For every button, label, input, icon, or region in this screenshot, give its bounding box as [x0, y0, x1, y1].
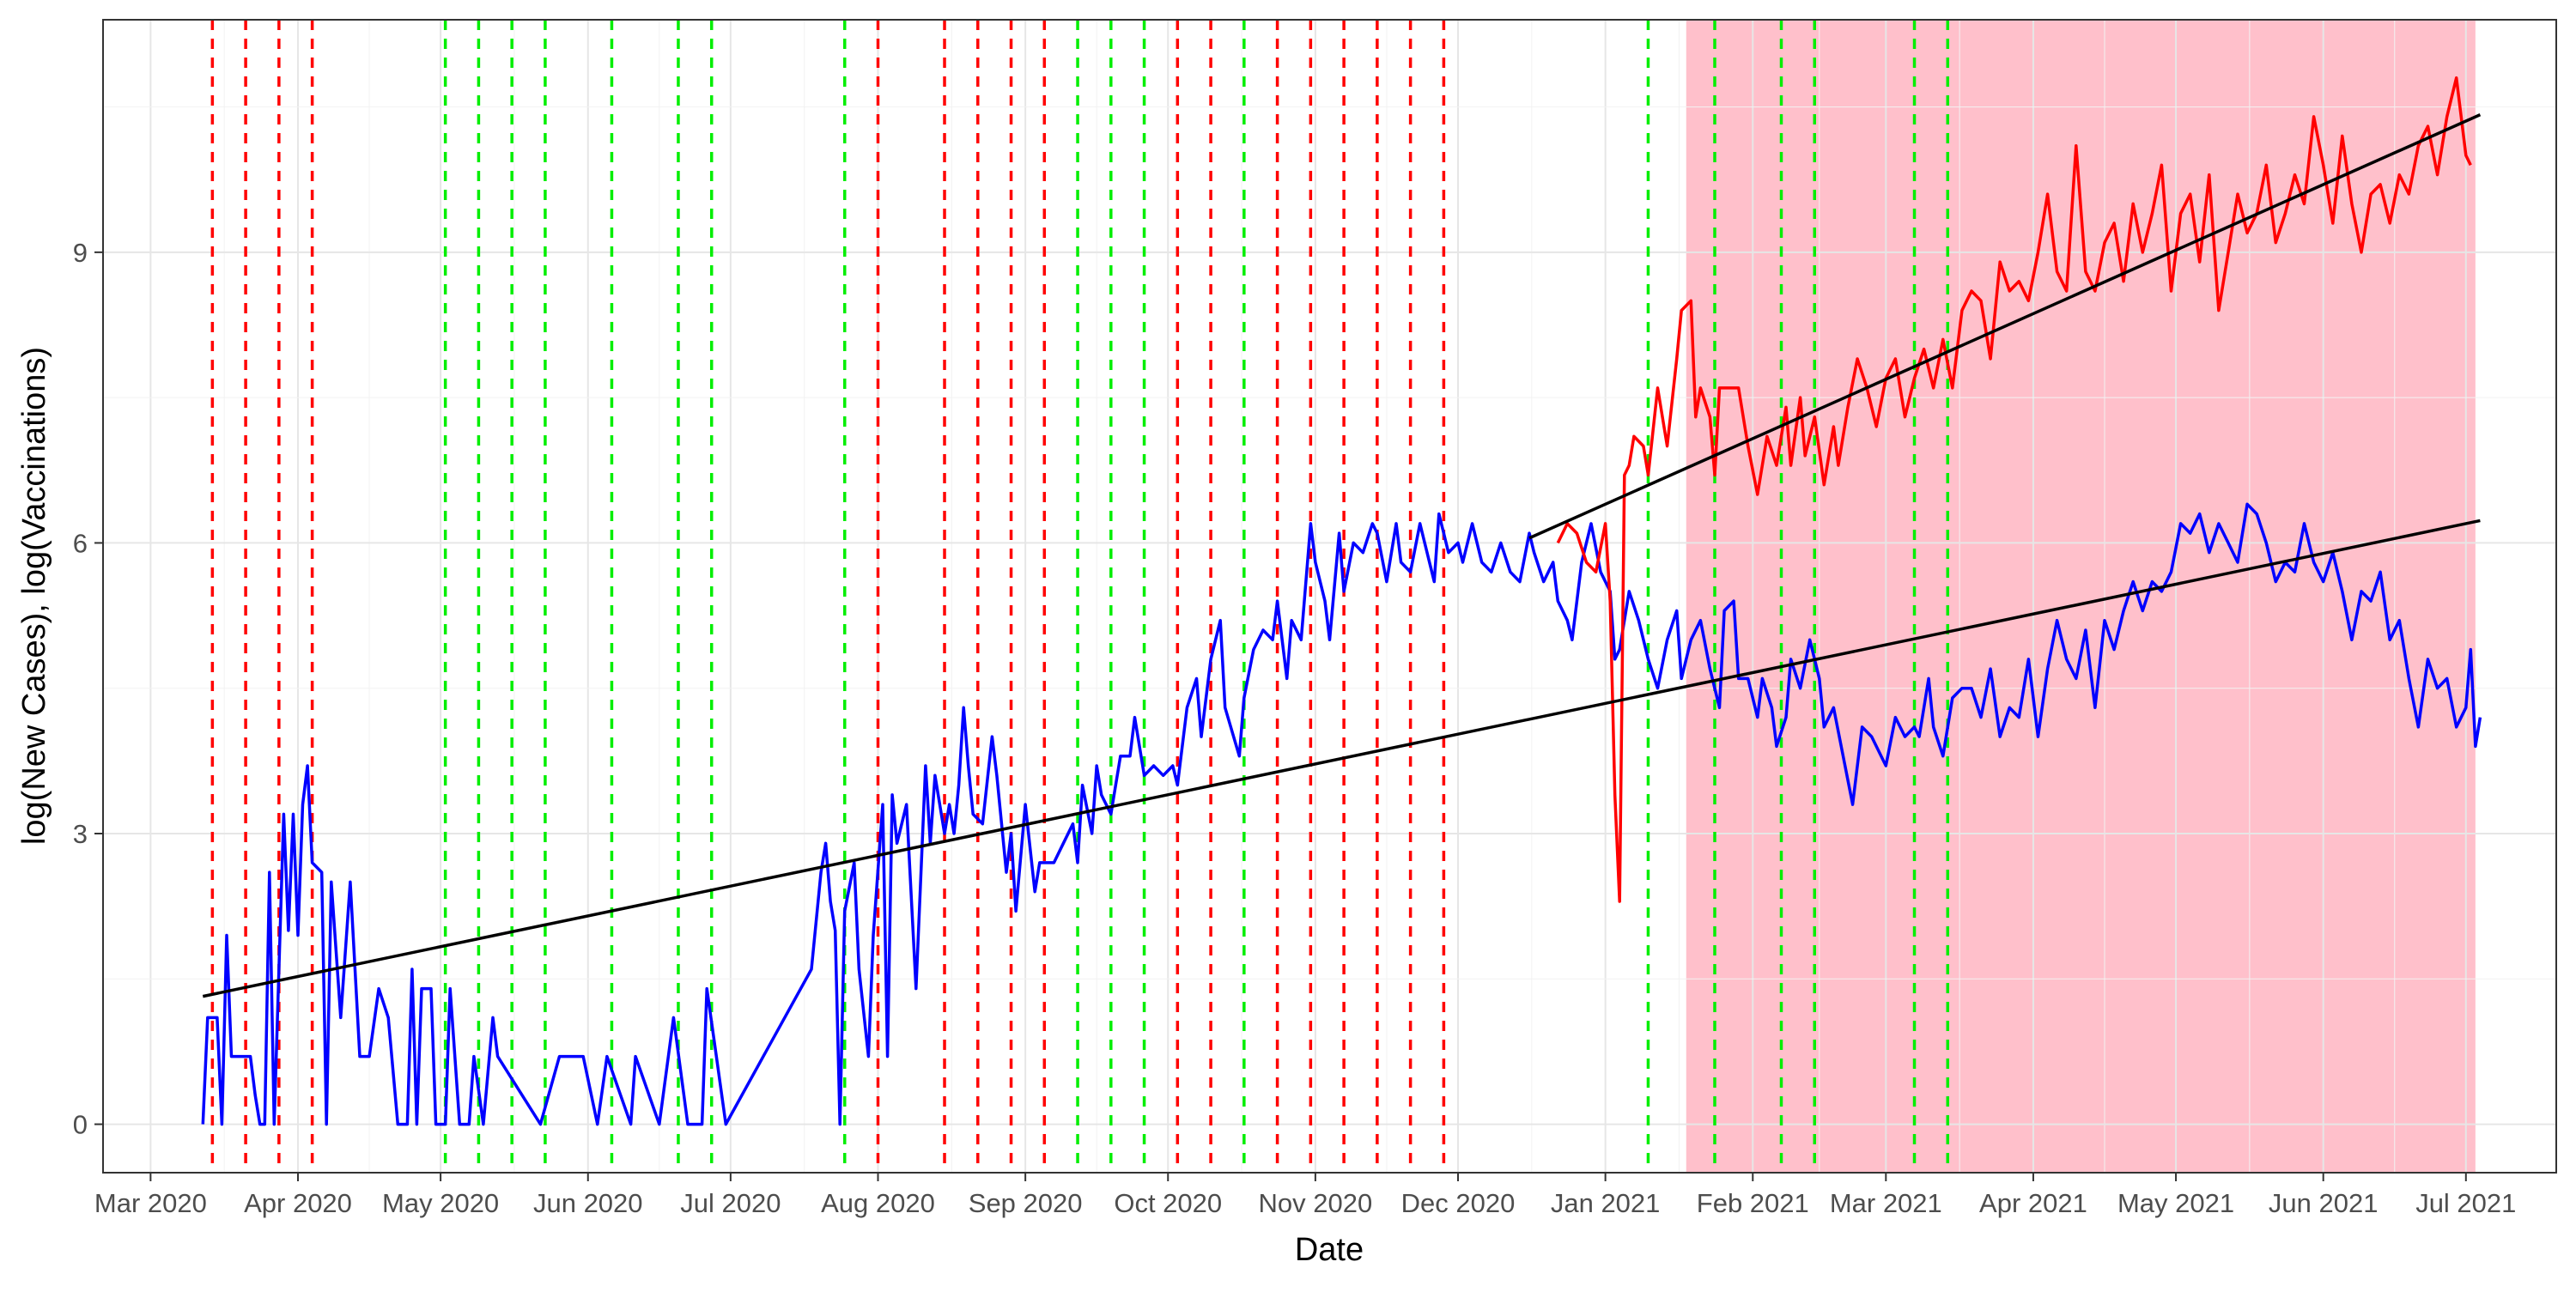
series-line-1: [201, 502, 2482, 1126]
x-axis-title: Date: [1295, 1232, 1364, 1268]
plot-panel-border: [102, 19, 2557, 1174]
x-tick-label: Dec 2020: [1401, 1188, 1516, 1218]
x-tick-label: Mar 2020: [94, 1188, 207, 1218]
x-tick-label: Jun 2021: [2269, 1188, 2379, 1218]
y-tick-label: 0: [73, 1110, 88, 1140]
x-tick-label: May 2021: [2117, 1188, 2234, 1218]
y-tick-label: 6: [73, 528, 88, 558]
x-tick-label: Jul 2020: [680, 1188, 781, 1218]
x-tick-label: Sep 2020: [969, 1188, 1083, 1218]
x-tick-label: Jun 2020: [533, 1188, 643, 1218]
x-tick-label: Jan 2021: [1551, 1188, 1661, 1218]
series-line-2: [1556, 76, 2472, 903]
x-tick-label: Mar 2021: [1830, 1188, 1942, 1218]
x-tick-label: Apr 2021: [1979, 1188, 2087, 1218]
x-tick-label: May 2020: [382, 1188, 499, 1218]
x-tick-label: Apr 2020: [244, 1188, 352, 1218]
trend-line-2: [1528, 113, 2482, 540]
y-axis-title: log(New Cases), log(Vaccinations): [16, 347, 52, 845]
trend-line-1: [202, 519, 2481, 998]
x-tick-label: Aug 2020: [821, 1188, 935, 1218]
y-tick-label: 3: [73, 819, 88, 849]
y-tick-label: 9: [73, 238, 88, 268]
x-tick-label: Oct 2020: [1114, 1188, 1222, 1218]
x-tick-label: Feb 2021: [1697, 1188, 1809, 1218]
x-tick-label: Nov 2020: [1259, 1188, 1373, 1218]
x-tick-label: Jul 2021: [2415, 1188, 2516, 1218]
